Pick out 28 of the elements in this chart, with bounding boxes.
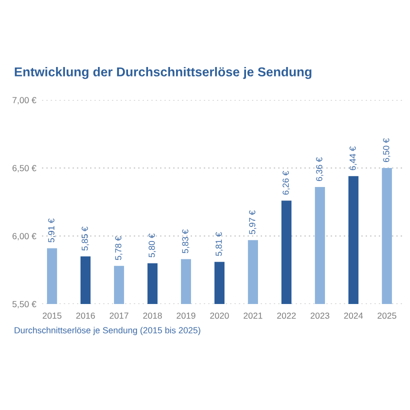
x-tick-label: 2025 (378, 312, 396, 319)
x-tick-label: 2022 (277, 312, 296, 319)
data-label: 5,78 € (115, 236, 122, 260)
x-tick-label: 2015 (42, 312, 62, 319)
y-tick-label: 6,00 € (12, 233, 36, 240)
x-tick-label: 2020 (210, 312, 229, 319)
x-tick-label: 2016 (76, 312, 95, 319)
data-label: 6,50 € (383, 138, 390, 162)
y-tick-label: 6,50 € (12, 165, 36, 172)
chart-title: Entwicklung der Durchschnittserlöse je Sendung (14, 67, 312, 79)
data-label: 5,85 € (82, 226, 89, 250)
y-tick-label: 5,50 € (12, 301, 36, 308)
data-label: 6,44 € (350, 146, 357, 170)
y-tick-label: 7,00 € (12, 97, 36, 104)
x-tick-label: 2023 (310, 312, 330, 319)
data-label: 5,91 € (48, 218, 56, 242)
text: Durchschnittserlöse je Sendung (2015 bis 2025) (14, 326, 200, 336)
x-tick-label: 2021 (244, 312, 262, 319)
data-label: 5,80 € (148, 233, 156, 258)
data-label: 5,81 € (216, 232, 223, 256)
x-tick-label: 2017 (110, 312, 128, 319)
data-label: 5,97 € (249, 210, 256, 234)
x-tick-label: 2018 (143, 312, 162, 319)
data-label: 6,36 € (316, 157, 324, 182)
data-label: 6,26 € (282, 170, 290, 195)
x-tick-label: 2019 (176, 312, 196, 319)
x-tick-label: 2024 (344, 312, 363, 319)
data-label: 5,83 € (182, 229, 190, 254)
